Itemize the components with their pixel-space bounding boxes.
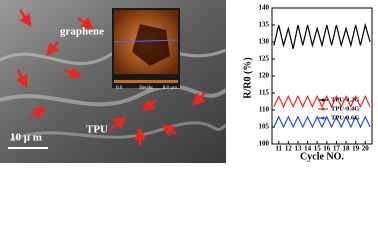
x-tick-label: 18 <box>343 145 351 153</box>
legend-label: TPU-0.4G <box>331 105 359 112</box>
y-tick-label: 110 <box>259 106 270 114</box>
x-tick-label: 11 <box>275 145 282 153</box>
legend-label: TPU-0.2G <box>331 96 359 103</box>
x-tick-label: 20 <box>362 145 370 153</box>
inset-label: Height <box>139 86 153 91</box>
y-axis-label: R/R0 (%) <box>242 57 253 98</box>
afm-inset: 0.0 Height 8.0 μm <box>112 8 180 91</box>
x-tick-label: 13 <box>294 145 302 153</box>
x-tick-label: 12 <box>285 145 293 153</box>
legend-marker <box>321 107 325 111</box>
scale-label: 10 μ m <box>10 132 42 144</box>
x-tick-label: 19 <box>352 145 360 153</box>
x-tick-label: 16 <box>323 145 331 153</box>
image-label: TPU <box>86 124 108 136</box>
y-tick-label: 135 <box>259 21 270 29</box>
image-label: graphene <box>60 26 104 38</box>
page: 0.0 Height 8.0 μm graphene TPU 10 μ m R/… <box>0 0 373 163</box>
series-line <box>273 94 371 109</box>
inset-label: 0.0 <box>116 86 123 91</box>
figure: 0.0 Height 8.0 μm graphene TPU 10 μ m R/… <box>0 0 373 163</box>
inset-label: 8.0 μm <box>163 86 177 91</box>
legend-marker <box>321 98 325 102</box>
x-tick-label: 17 <box>333 145 341 153</box>
x-tick-label: 14 <box>304 145 312 153</box>
sem-image: 0.0 Height 8.0 μm graphene TPU 10 μ m <box>0 0 228 163</box>
y-tick-label: 105 <box>259 123 270 131</box>
y-tick-label: 115 <box>259 89 270 97</box>
x-tick-label: 15 <box>314 145 322 153</box>
y-tick-label: 100 <box>259 140 270 148</box>
series-line <box>273 115 371 129</box>
x-axis-label: Cycle NO. <box>300 151 344 162</box>
y-tick-label: 125 <box>259 55 270 63</box>
y-tick-label: 120 <box>259 72 270 80</box>
y-tick-label: 140 <box>259 4 270 12</box>
legend-marker <box>321 116 325 120</box>
y-tick-label: 130 <box>259 38 270 46</box>
legend-label: TPU-0.6G <box>331 114 359 121</box>
series-line <box>273 22 371 49</box>
